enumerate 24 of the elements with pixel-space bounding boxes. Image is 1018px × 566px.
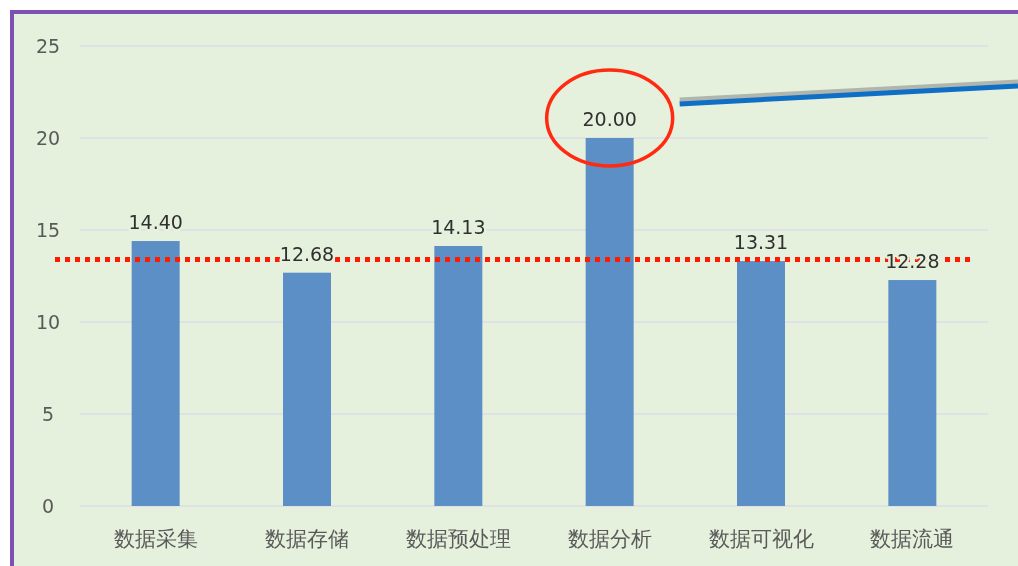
data-label: 14.13 — [431, 216, 486, 239]
y-tick-label: 5 — [41, 403, 55, 425]
x-tick-label: 数据预处理 — [405, 527, 511, 551]
data-label: 12.68 — [279, 242, 335, 265]
bar — [888, 280, 937, 506]
data-label: 20.00 — [582, 108, 637, 130]
data-label: 13.31 — [733, 231, 789, 254]
bar — [434, 246, 483, 506]
y-tick-label: 0 — [41, 495, 55, 517]
x-tick-label: 数据存储 — [265, 527, 349, 551]
bar — [131, 241, 180, 506]
bar — [737, 261, 785, 506]
data-label: 14.40 — [128, 211, 183, 234]
x-tick-label: 数据可视化 — [708, 527, 814, 551]
bar — [585, 138, 634, 506]
y-tick-label: 15 — [35, 219, 61, 241]
y-tick-label: 20 — [35, 127, 61, 149]
x-tick-label: 数据采集 — [113, 527, 198, 551]
y-tick-label: 25 — [35, 35, 61, 57]
bar — [283, 272, 331, 506]
x-tick-label: 数据流通 — [870, 527, 955, 551]
y-tick-label: 10 — [35, 311, 61, 333]
x-tick-label: 数据分析 — [567, 527, 652, 551]
data-label: 12.28 — [885, 250, 940, 273]
